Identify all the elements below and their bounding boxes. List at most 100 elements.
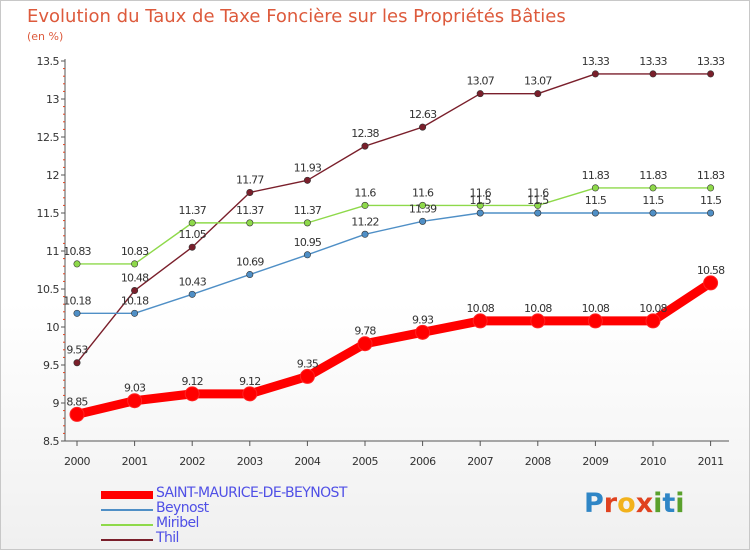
x-tick-label: 2010 (640, 455, 666, 468)
x-tick-label: 2003 (237, 455, 263, 468)
series-line-3 (76, 73, 712, 364)
legend-swatch (101, 491, 153, 499)
data-point (299, 368, 315, 384)
data-point (591, 184, 599, 192)
legend-label: Thil (156, 530, 179, 546)
data-label: 9.78 (354, 325, 376, 338)
data-label: 11.6 (412, 186, 434, 199)
x-tick-label: 2004 (294, 455, 320, 468)
logo-letter: x (635, 488, 654, 519)
y-tick-label: 10.5 (37, 283, 60, 296)
logo-letter: P (584, 488, 604, 519)
data-label: 9.03 (124, 382, 146, 395)
y-tick-label: 12 (46, 169, 59, 182)
x-tick-label: 2011 (698, 455, 724, 468)
chart-data-labels: 9.53 10.48 11.05 11.77 11.93 12.38 12.63 13.07 1… (63, 55, 726, 408)
data-point (188, 219, 196, 227)
y-tick-label: 9.5 (43, 359, 59, 372)
data-label: 13.07 (466, 75, 494, 88)
data-label: 10.18 (121, 294, 149, 307)
logo-letter: o (617, 488, 636, 519)
data-point (127, 393, 143, 409)
logo-letter: r (603, 488, 618, 519)
chart-title: Evolution du Taux de Taxe Foncière sur l… (27, 6, 566, 27)
legend-label: SAINT-MAURICE-DE-BEYNOST (156, 485, 347, 501)
data-point (472, 313, 488, 329)
legend-swatch (101, 539, 153, 541)
series-line-0 (72, 278, 716, 419)
data-label: 11.6 (527, 186, 549, 199)
x-tick-label: 2001 (122, 455, 148, 468)
data-label: 11.83 (639, 169, 667, 182)
data-point (419, 201, 427, 209)
data-label: 11.77 (236, 173, 264, 186)
data-point (476, 201, 484, 209)
y-tick-label: 11 (46, 245, 59, 258)
data-point (361, 201, 369, 209)
logo-letter: t (662, 488, 676, 519)
data-point (303, 251, 311, 259)
logo-letter: i (675, 488, 685, 519)
x-tick-label: 2000 (64, 455, 90, 468)
data-point (476, 90, 484, 98)
data-point (361, 230, 369, 238)
data-point (476, 209, 484, 217)
data-label: 10.43 (178, 275, 206, 288)
x-tick-label: 2006 (410, 455, 436, 468)
data-label: 9.53 (66, 344, 88, 357)
chart-unit-label: (en %) (27, 30, 64, 43)
data-label: 12.38 (351, 127, 379, 140)
data-point (188, 290, 196, 298)
data-point (242, 386, 258, 402)
proxiti-logo: Proxiti (584, 488, 685, 519)
data-label: 10.69 (236, 256, 264, 269)
data-point (649, 70, 657, 78)
data-point (591, 209, 599, 217)
data-label: 9.12 (239, 375, 260, 388)
data-label: 10.83 (63, 245, 91, 258)
legend-swatch (101, 524, 153, 526)
data-label: 10.95 (294, 236, 322, 249)
data-point (707, 209, 715, 217)
data-label: 10.08 (524, 302, 552, 315)
data-label: 11.83 (697, 169, 725, 182)
data-point (530, 313, 546, 329)
data-point (649, 184, 657, 192)
chart-series-layer (69, 70, 719, 422)
data-label: 10.08 (639, 302, 667, 315)
y-tick-label: 8.5 (43, 435, 59, 448)
data-label: 13.33 (697, 55, 725, 68)
x-tick-label: 2002 (179, 455, 205, 468)
data-label: 11.5 (642, 194, 664, 207)
data-label: 10.58 (697, 264, 725, 277)
y-tick-label: 10 (46, 321, 59, 334)
x-tick-label: 2007 (467, 455, 493, 468)
data-label: 8.85 (66, 395, 88, 408)
data-label: 10.83 (121, 245, 149, 258)
y-tick-label: 9 (53, 397, 60, 410)
data-label: 12.63 (409, 108, 437, 121)
data-label: 9.35 (297, 357, 319, 370)
data-point (73, 359, 81, 367)
data-label: 11.05 (178, 228, 206, 241)
data-label: 11.37 (178, 204, 206, 217)
y-tick-label: 13.5 (37, 55, 60, 68)
data-point (649, 209, 657, 217)
data-label: 11.5 (470, 194, 492, 207)
legend-label: Beynost (156, 500, 209, 516)
data-point (707, 70, 715, 78)
data-point (534, 201, 542, 209)
series-line-2 (76, 187, 712, 265)
data-point (188, 243, 196, 251)
data-label: 11.93 (294, 161, 322, 174)
data-point (69, 406, 85, 422)
data-point (534, 90, 542, 98)
data-label: 9.12 (182, 375, 203, 388)
data-label: 10.48 (121, 272, 149, 285)
x-tick-label: 2008 (525, 455, 551, 468)
data-point (246, 271, 254, 279)
data-label: 13.33 (639, 55, 667, 68)
data-label: 9.93 (412, 313, 434, 326)
